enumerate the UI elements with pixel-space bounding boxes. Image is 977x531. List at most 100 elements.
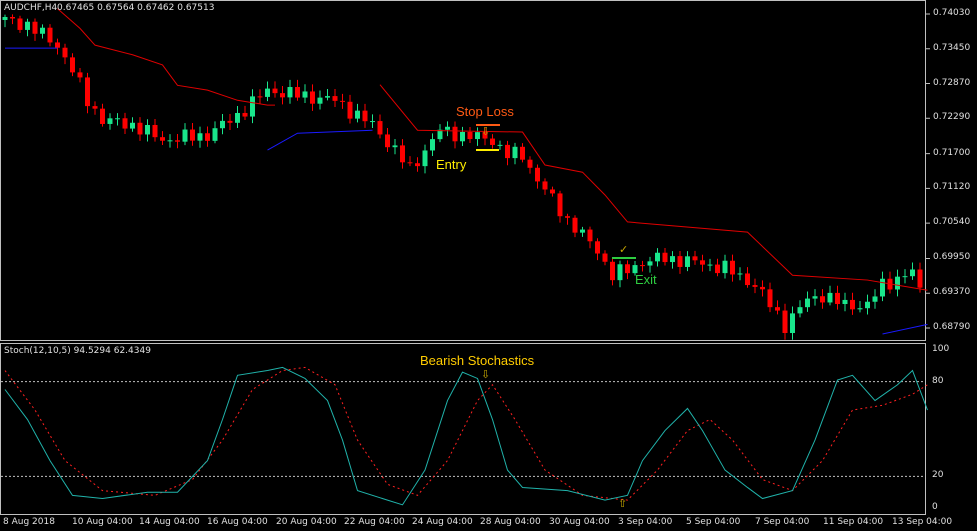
time-tick: 3 Sep 04:00 <box>618 517 673 527</box>
bear-candle <box>760 286 765 290</box>
stoch-label: Stoch(12,10,5) 94.5294 62.4349 <box>4 346 151 356</box>
price-tick: 0.72290 <box>933 112 971 123</box>
bear-candle <box>527 159 533 168</box>
bear-candle <box>377 121 383 135</box>
bear-candle <box>505 144 510 159</box>
bull-candle <box>107 118 113 124</box>
bear-candle <box>775 307 780 311</box>
stoch-tick: 20 <box>932 470 944 481</box>
bull-candle <box>475 132 480 140</box>
time-tick: 30 Aug 04:00 <box>549 517 610 527</box>
bear-candle <box>32 21 38 34</box>
stoch-signal-line <box>4 366 928 501</box>
bear-candle <box>415 163 420 167</box>
bear-candle <box>520 146 525 160</box>
bear-candle <box>62 47 68 58</box>
time-tick: 5 Sep 04:00 <box>686 517 741 527</box>
bull-candle <box>910 269 915 277</box>
trailing-stop-bear-line <box>57 8 275 106</box>
bull-candle <box>422 150 428 167</box>
bull-candle <box>265 88 270 97</box>
bear-candle <box>850 299 855 310</box>
bull-candle <box>182 129 188 142</box>
bear-candle <box>587 229 593 242</box>
bear-candle <box>482 132 488 139</box>
bear-candle <box>550 189 555 194</box>
bear-candle <box>625 264 630 274</box>
time-tick: 28 Aug 04:00 <box>480 517 541 527</box>
bear-candle <box>835 292 840 305</box>
bear-candle <box>595 241 600 254</box>
bull-candle <box>512 146 518 159</box>
bear-candle <box>160 137 165 141</box>
bear-candle <box>137 122 143 135</box>
bear-candle <box>10 16 15 19</box>
bear-candle <box>700 260 705 265</box>
time-tick: 14 Aug 04:00 <box>139 517 200 527</box>
main-panel-border <box>0 0 926 341</box>
bull-candle <box>370 121 375 123</box>
stoch-arrow-down-icon: ⇩ <box>481 369 491 381</box>
bear-candle <box>917 269 923 288</box>
bull-candle <box>2 16 8 20</box>
stoch-tick: 0 <box>932 502 938 512</box>
bull-candle <box>880 278 885 297</box>
bull-candle <box>430 139 435 151</box>
bear-candle <box>677 256 683 267</box>
bear-candle <box>565 216 570 218</box>
price-tick: 0.70540 <box>933 217 971 228</box>
bear-candle <box>640 265 645 267</box>
bull-candle <box>827 292 833 303</box>
bull-candle <box>632 265 638 274</box>
bull-candle <box>40 27 45 34</box>
price-tick: 0.73450 <box>933 42 971 53</box>
stoch-tick: 80 <box>932 375 944 386</box>
bear-candle <box>340 100 345 102</box>
bear-candle <box>745 273 750 286</box>
exit-label: Exit <box>635 272 657 287</box>
bull-candle <box>722 260 728 274</box>
stoch-panel-border <box>0 343 926 515</box>
bull-candle <box>865 301 870 309</box>
bear-candle <box>782 310 788 334</box>
bear-candle <box>385 134 390 148</box>
bull-candle <box>115 118 120 120</box>
bear-candle <box>542 181 548 190</box>
bull-candle <box>797 307 803 314</box>
bear-candle <box>820 296 825 303</box>
bull-candle <box>857 308 863 310</box>
price-tick: 0.71120 <box>933 182 971 193</box>
bull-candle <box>655 252 660 262</box>
bear-candle <box>730 260 735 275</box>
stop-loss-label: Stop Loss <box>456 104 514 119</box>
bull-candle <box>902 276 908 278</box>
bull-candle <box>445 126 450 130</box>
bear-candle <box>227 120 233 123</box>
price-tick: 0.72870 <box>933 77 971 88</box>
trailing-stop-bear-line <box>379 84 928 291</box>
bull-candle <box>325 96 330 98</box>
price-tick: 0.71700 <box>933 147 971 158</box>
bearish-stochastics-label: Bearish Stochastics <box>420 353 535 368</box>
bear-candle <box>100 108 105 124</box>
bull-candle <box>737 273 743 275</box>
trailing-stop <box>5 8 928 335</box>
bull-candle <box>895 276 900 290</box>
bull-candle <box>317 97 323 104</box>
bear-candle <box>692 256 698 261</box>
time-tick: 20 Aug 04:00 <box>276 517 337 527</box>
bear-candle <box>242 112 248 117</box>
bear-candle <box>175 140 180 142</box>
bear-candle <box>55 42 60 48</box>
bear-candle <box>572 217 578 233</box>
bull-candle <box>812 296 818 299</box>
bear-candle <box>295 87 300 98</box>
bear-candle <box>332 96 338 101</box>
bull-candle <box>197 133 203 141</box>
bull-candle <box>302 91 308 98</box>
bear-candle <box>257 96 263 98</box>
bear-candle <box>47 27 53 43</box>
bull-candle <box>130 122 135 129</box>
bear-candle <box>77 72 83 78</box>
